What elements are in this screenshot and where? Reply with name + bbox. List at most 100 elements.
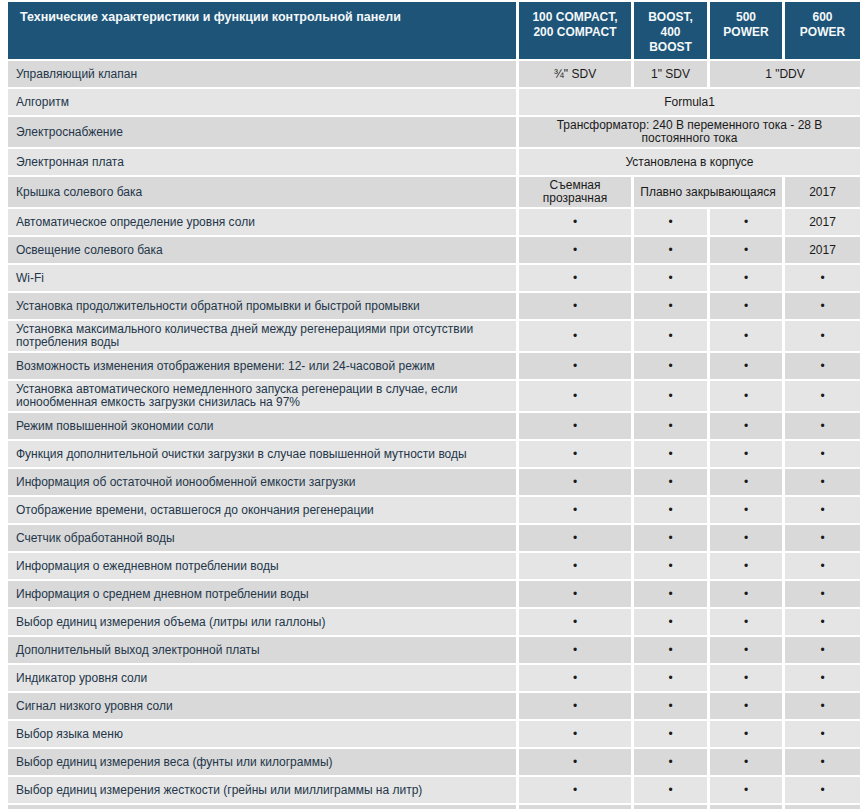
feature-dot: •: [785, 777, 860, 803]
feature-dot: •: [519, 805, 631, 809]
feature-dot: •: [785, 609, 860, 635]
table-row: АлгоритмFormula1: [8, 89, 860, 115]
row-label: Дополнительный выход электронной платы: [8, 637, 516, 663]
feature-dot: •: [785, 749, 860, 775]
feature-value: 2017: [785, 209, 860, 235]
feature-dot: •: [710, 381, 782, 411]
column-header-100-compact: 100 COMPACT, 200 COMPACT: [519, 2, 631, 59]
table-row: Режим повышенной экономии соли••••: [8, 413, 860, 439]
feature-dot: •: [634, 553, 707, 579]
feature-dot: •: [519, 381, 631, 411]
feature-dot: •: [710, 721, 782, 747]
feature-dot: •: [710, 525, 782, 551]
feature-dot: •: [785, 637, 860, 663]
feature-dot: •: [634, 609, 707, 635]
feature-dot: •: [710, 749, 782, 775]
feature-value: Formula1: [519, 89, 860, 115]
spec-table-page: Технические характеристики и функции кон…: [0, 0, 866, 809]
table-row: Wi-Fi••••: [8, 265, 860, 291]
feature-dot: •: [785, 497, 860, 523]
feature-dot: •: [519, 265, 631, 291]
feature-value: Трансформатор: 240 В переменного тока - …: [519, 117, 860, 147]
row-label: Информация об остаточной ионообменной ем…: [8, 469, 516, 495]
feature-dot: •: [634, 525, 707, 551]
feature-dot: •: [785, 413, 860, 439]
table-row: Информация о ежедневном потреблении воды…: [8, 553, 860, 579]
feature-dot: •: [710, 293, 782, 319]
feature-dot: •: [634, 321, 707, 351]
feature-dot: •: [710, 265, 782, 291]
row-label: Установка продолжительности обратной про…: [8, 293, 516, 319]
feature-dot: •: [634, 581, 707, 607]
row-label: Электронная плата: [8, 149, 516, 175]
feature-dot: •: [519, 237, 631, 263]
feature-dot: •: [785, 293, 860, 319]
feature-dot: •: [634, 441, 707, 467]
feature-value: 1" SDV: [634, 61, 707, 87]
table-row: Освещение солевого бака•••2017: [8, 237, 860, 263]
feature-dot: •: [634, 693, 707, 719]
column-header-600-power: 600 POWER: [785, 2, 860, 59]
feature-dot: •: [634, 749, 707, 775]
table-row: Управляющий клапан¾" SDV1" SDV1 "DDV: [8, 61, 860, 87]
table-row: Установка автоматического немедленного з…: [8, 381, 860, 411]
table-row: Выбор единиц измерения жесткости (грейны…: [8, 777, 860, 803]
feature-dot: •: [634, 381, 707, 411]
row-label: Индикатор уровня соли: [8, 665, 516, 691]
row-label: Возможность изменения отображения времен…: [8, 353, 516, 379]
feature-dot: •: [710, 321, 782, 351]
feature-dot: •: [519, 581, 631, 607]
feature-dot: •: [785, 321, 860, 351]
feature-dot: •: [785, 581, 860, 607]
feature-dot: •: [785, 805, 860, 809]
feature-dot: •: [710, 581, 782, 607]
feature-dot: •: [519, 209, 631, 235]
feature-value: 2017: [785, 177, 860, 207]
feature-dot: •: [519, 525, 631, 551]
feature-dot: •: [710, 553, 782, 579]
table-row: Функция дополнительной очистки загрузки …: [8, 441, 860, 467]
table-row: ЭлектроснабжениеТрансформатор: 240 В пер…: [8, 117, 860, 147]
feature-dot: •: [634, 497, 707, 523]
feature-dot: •: [519, 321, 631, 351]
feature-dot: •: [785, 553, 860, 579]
row-label: Установка автоматического немедленного з…: [8, 381, 516, 411]
feature-dot: •: [710, 805, 782, 809]
table-row: Информация о среднем дневном потреблении…: [8, 581, 860, 607]
feature-dot: •: [710, 637, 782, 663]
feature-dot: •: [710, 693, 782, 719]
row-label: Функция дополнительной очистки загрузки …: [8, 441, 516, 467]
table-body: Управляющий клапан¾" SDV1" SDV1 "DDVАлго…: [8, 61, 860, 809]
table-row: Выбор единиц измерения веса (фунты или к…: [8, 749, 860, 775]
feature-dot: •: [634, 721, 707, 747]
row-label: Крышка солевого бака: [8, 177, 516, 207]
table-row: Установка продолжительности обратной про…: [8, 293, 860, 319]
feature-dot: •: [785, 525, 860, 551]
feature-dot: •: [519, 777, 631, 803]
table-row: Возможность изменения отображения времен…: [8, 353, 860, 379]
feature-dot: •: [519, 721, 631, 747]
feature-dot: •: [519, 353, 631, 379]
feature-dot: •: [785, 665, 860, 691]
row-label: Автоматическое определение уровня соли: [8, 209, 516, 235]
feature-dot: •: [710, 209, 782, 235]
feature-dot: •: [710, 441, 782, 467]
feature-value: ¾" SDV: [519, 61, 631, 87]
feature-dot: •: [634, 293, 707, 319]
row-label: Отображение времени, оставшегося до окон…: [8, 497, 516, 523]
row-label: Режим повышенной экономии соли: [8, 413, 516, 439]
feature-dot: •: [634, 265, 707, 291]
feature-dot: •: [634, 665, 707, 691]
table-row: Отображение времени, оставшегося до окон…: [8, 497, 860, 523]
feature-dot: •: [785, 469, 860, 495]
table-row: Счетчик обработанной воды••••: [8, 525, 860, 551]
table-row: Крышка солевого бакаСъемная прозрачнаяПл…: [8, 177, 860, 207]
row-label: Выбор единиц измерения веса (фунты или к…: [8, 749, 516, 775]
row-label: Электроснабжение: [8, 117, 516, 147]
feature-dot: •: [519, 413, 631, 439]
feature-dot: •: [785, 381, 860, 411]
row-label: Информация о среднем дневном потреблении…: [8, 581, 516, 607]
row-label: Установка максимального количества дней …: [8, 321, 516, 351]
feature-dot: •: [519, 637, 631, 663]
feature-dot: •: [785, 265, 860, 291]
